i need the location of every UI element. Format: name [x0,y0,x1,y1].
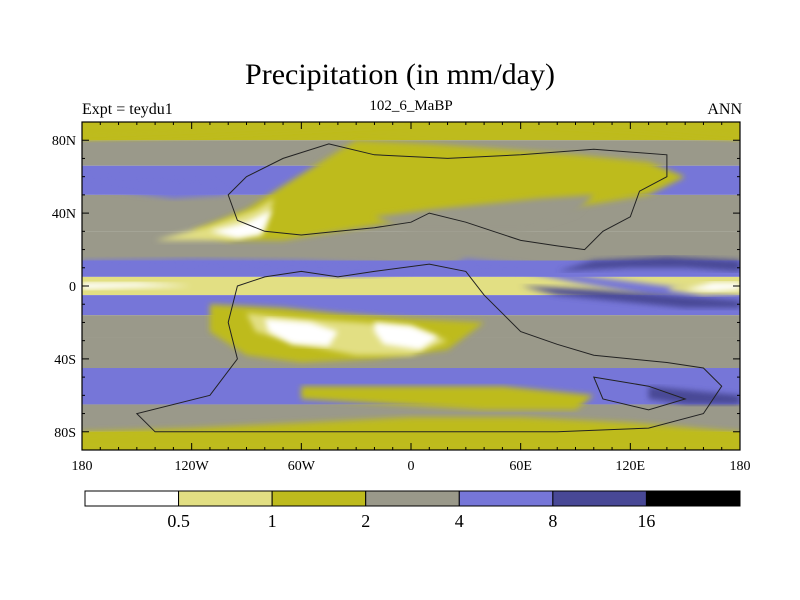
colorbar-label-2: 2 [361,511,370,531]
contour-region-12 [82,282,192,290]
colorbar-label-0: 0.5 [167,511,190,531]
contour-region-9 [557,256,740,272]
contour-region-15 [264,318,338,347]
y-tick-label-4: 80S [54,426,76,441]
x-tick-label-4: 60E [509,459,532,474]
contour-region-18 [648,386,740,405]
contour-region-16 [374,322,439,350]
x-tick-label-6: 180 [730,459,751,474]
contour-region-6 [209,209,273,239]
x-tick-label-1: 120W [175,459,210,474]
y-tick-label-0: 80N [52,134,76,149]
contour-region-1 [82,173,229,199]
coastline-gondwana [135,263,723,433]
x-tick-label-0: 180 [72,459,93,474]
colorbar-box-4 [458,490,554,507]
colorbar-label-4: 8 [548,511,557,531]
coastline-layer [135,143,723,433]
contour-region-3 [191,140,686,241]
season-label: ANN [707,101,742,118]
contour-region-11 [685,282,740,292]
y-tick-label-2: 0 [69,280,76,295]
experiment-label: Expt = teydu1 [82,101,173,118]
x-tick-label-2: 60W [288,459,316,474]
colorbar-box-2 [271,490,367,507]
coastline-laurasia [227,143,668,251]
colorbar-box-3 [365,490,460,507]
contour-region-0 [82,122,740,141]
x-tick-label-5: 120E [616,459,646,474]
contour-region-7 [447,258,740,305]
coastline-australia-arc [592,376,687,411]
contour-fill-layer [82,122,740,450]
colorbar-label-5: 16 [637,511,655,531]
contour-region-8 [520,286,740,308]
chart-title: Precipitation (in mm/day) [245,58,555,91]
x-tick-label-3: 0 [408,459,415,474]
contour-region-2 [82,258,411,277]
contour-region-17 [82,417,740,450]
colorbar-label-3: 4 [455,511,464,531]
y-tick-label-1: 40N [52,207,76,222]
colorbar-box-6 [645,490,741,507]
axis-tick-layer: 180 120W 60W 0 60E 120E 180 80N 40N 0 40S 80S [52,122,751,474]
y-tick-label-3: 40S [54,353,76,368]
colorbar-box-0 [84,490,180,507]
colorbar-label-1: 1 [268,511,277,531]
colorbar: 0.5 1 2 4 8 16 [84,490,741,531]
contour-region-4 [374,194,594,232]
contour-region-19 [301,386,594,410]
colorbar-box-5 [552,490,647,507]
time-label: 102_6_MaBP [369,98,453,114]
colorbar-box-1 [178,490,273,507]
